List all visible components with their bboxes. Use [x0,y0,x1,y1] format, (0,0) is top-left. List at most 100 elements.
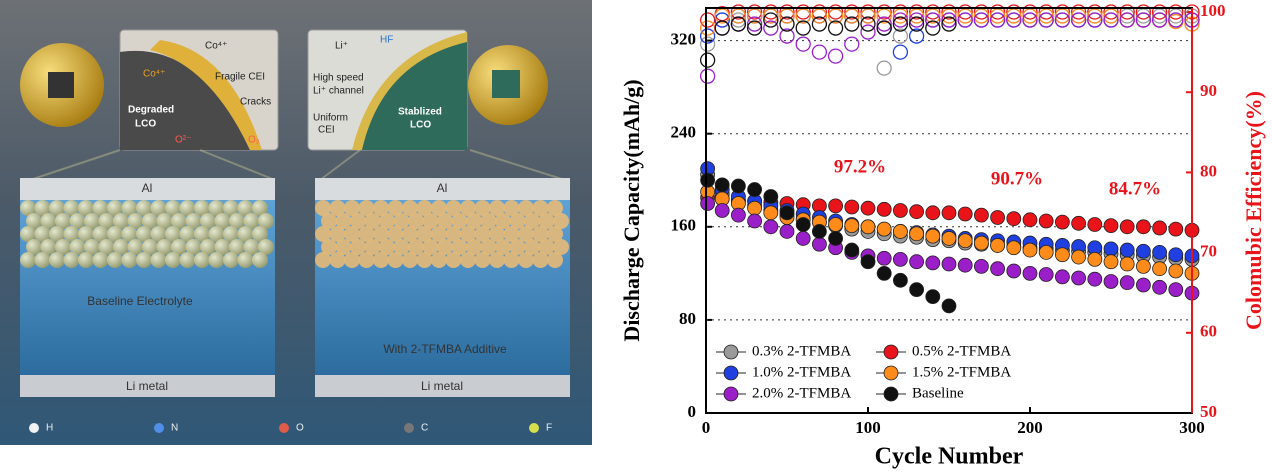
ce-point [957,12,973,28]
cathode-particle [258,213,274,229]
cathode-particle [538,239,555,255]
ce-point [941,16,957,32]
ce-point [1119,4,1135,20]
ce-point [730,4,747,20]
cathode-particle [78,200,94,216]
capacity-point [731,207,746,223]
ce-point [973,8,990,24]
ce-point [1151,4,1168,20]
cathode-particle [165,252,181,268]
cathode-particle [344,252,360,268]
cathode-particle [258,239,274,255]
capacity-point [779,224,795,239]
cathode-particle [489,226,505,242]
ce-point [795,20,811,36]
cathode-particle [321,239,337,255]
capacity-point [795,231,811,246]
cathode-particle [437,213,453,229]
ce-point [763,12,779,28]
cathode-particle [402,252,418,268]
zoom-lines [29,149,566,181]
cathode-particle [538,213,555,229]
capacity-point [990,261,1005,277]
capacity-point [812,236,827,252]
ce-point [908,12,925,28]
cathode-particle [121,226,138,242]
cathode-particle [55,239,71,255]
capacity-point [1022,265,1038,281]
ce-point [1135,4,1152,20]
cathode-particle [107,226,123,242]
cathode-particle [335,239,352,255]
ce-point [1087,8,1103,24]
cathode-particle [252,226,268,242]
ce-point [746,16,763,32]
capacity-point [1006,211,1022,227]
capacity-point [941,256,957,272]
capacity-point [941,205,957,221]
ce-point [1119,8,1135,24]
legend-label: N [171,423,178,434]
ce-point [746,8,763,24]
degraded-core [120,50,250,150]
x-tick-label: 100 [855,418,881,437]
ce-point [973,12,990,28]
cathode-particle [503,226,520,242]
ce-point [876,20,892,36]
capacity-point [1119,275,1135,291]
cathode-particle [466,239,482,255]
ce-point [1151,12,1168,28]
y2-tick-label: 80 [1200,161,1217,180]
ce-point [1070,12,1087,28]
label: Li metal [126,379,168,393]
capacity-point [731,178,746,194]
legend-marker [883,365,899,381]
cathode-particle [532,226,549,242]
cathode-particle [451,239,468,255]
legend-atom [529,423,539,433]
capacity-point [1168,221,1184,237]
capacity-point [779,205,795,221]
cathode-particle [315,226,331,242]
y2-axis-label: Colomubic Efficiency(%) [1241,91,1266,330]
cathode-particle [34,226,51,242]
ce-point [795,36,811,52]
cathode-particle [98,213,115,229]
ce-point [1038,12,1054,28]
label: Cracks [240,97,271,108]
ce-point [1070,8,1087,24]
ce-point [876,4,892,20]
y-axis-label: Discharge Capacity(mAh/g) [619,79,644,341]
ce-point [892,44,909,60]
capacity-point [860,254,876,270]
ce-point [811,4,828,20]
cathode-particle [179,252,196,268]
label: Li⁺ channel [313,86,364,97]
cathode-particle [431,252,447,268]
cathode-particle [393,213,410,229]
cathode-particle [136,252,152,268]
cathode-particle [55,213,71,229]
legend-atom [29,423,39,433]
cathode-particle [532,200,549,216]
cathode-particle [194,200,210,216]
capacity-point [1152,220,1167,236]
ce-point [908,4,925,20]
cathode-particle [495,213,511,229]
cathode-particle [208,200,225,216]
cathode-particle [171,239,187,255]
cathode-particle [364,239,381,255]
cathode-particle [150,226,167,242]
ce-point [876,16,892,32]
label: CEI [318,125,335,136]
cathode-particle [416,252,433,268]
ce-point [779,28,795,44]
legend-marker [883,386,899,402]
ce-point [1022,8,1038,24]
cathode-particle [252,200,268,216]
cathode-particle [142,239,158,255]
capacity-point [1168,282,1184,298]
cathode-particle [127,239,144,255]
cathode-particle [20,252,36,268]
